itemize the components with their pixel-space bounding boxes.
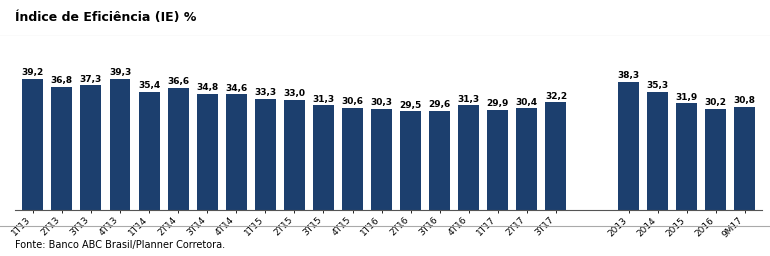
Text: Fonte: Banco ABC Brasil/Planner Corretora.: Fonte: Banco ABC Brasil/Planner Corretor… [15,240,226,250]
Bar [371,109,392,210]
Text: 30,8: 30,8 [734,97,756,105]
Bar [400,111,421,210]
Text: Índice de Eficiência (IE) %: Índice de Eficiência (IE) % [15,12,197,24]
Bar [109,79,130,210]
Text: 33,3: 33,3 [254,88,276,97]
Text: 32,2: 32,2 [545,92,567,101]
Text: 36,6: 36,6 [167,77,189,86]
Text: 34,6: 34,6 [225,84,247,93]
Bar [429,111,450,210]
Text: 38,3: 38,3 [618,71,640,80]
Bar [618,82,639,210]
Text: 30,4: 30,4 [516,98,538,107]
Text: 33,0: 33,0 [283,89,306,98]
Text: 31,9: 31,9 [675,93,698,102]
Bar [226,94,246,210]
Bar [705,109,726,210]
Bar [139,92,159,210]
Text: 30,3: 30,3 [370,98,393,107]
Text: 31,3: 31,3 [457,95,480,104]
Bar [284,100,305,210]
Bar [545,102,567,210]
Text: 39,2: 39,2 [22,68,44,77]
Bar [197,94,218,210]
Bar [648,92,668,210]
Text: 31,3: 31,3 [313,95,334,104]
Bar [676,103,697,210]
Bar [255,99,276,210]
Text: 29,6: 29,6 [429,100,450,109]
Bar [735,107,755,210]
Bar [517,108,537,210]
Bar [313,105,334,210]
Text: 39,3: 39,3 [109,68,131,77]
Bar [342,108,363,210]
Text: 30,2: 30,2 [705,98,727,108]
Bar [52,87,72,210]
Text: 30,6: 30,6 [342,97,363,106]
Text: 34,8: 34,8 [196,83,219,92]
Text: 29,5: 29,5 [400,101,422,110]
Text: 35,3: 35,3 [647,81,668,90]
Bar [81,85,102,210]
Text: 36,8: 36,8 [51,76,73,85]
Text: 37,3: 37,3 [80,75,102,84]
Text: 29,9: 29,9 [487,99,509,108]
Bar [487,110,508,210]
Bar [168,88,189,210]
Text: 35,4: 35,4 [138,81,160,90]
Bar [458,105,479,210]
Bar [22,79,43,210]
